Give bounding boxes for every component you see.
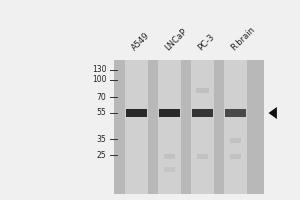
Bar (125, 60, 148, 194)
Text: 70: 70 (97, 92, 106, 102)
Bar (230, 138, 241, 143)
Bar (192, 109, 213, 117)
Bar (197, 154, 208, 159)
Bar (196, 88, 209, 93)
Bar (114, 60, 264, 194)
Text: PC-3: PC-3 (196, 32, 216, 52)
Text: 100: 100 (92, 75, 106, 84)
Bar (224, 60, 247, 194)
Polygon shape (268, 107, 277, 119)
Bar (225, 109, 246, 117)
Bar (159, 109, 180, 117)
Bar (191, 60, 214, 194)
Text: LNCaP: LNCaP (163, 26, 189, 52)
Text: R.brain: R.brain (229, 24, 257, 52)
Bar (158, 60, 181, 194)
Text: A549: A549 (130, 30, 152, 52)
Bar (230, 154, 241, 159)
Text: 130: 130 (92, 66, 106, 74)
Text: 25: 25 (97, 151, 106, 160)
Bar (164, 154, 175, 159)
Bar (164, 167, 175, 172)
Bar (126, 109, 147, 117)
Text: 35: 35 (97, 134, 106, 144)
Text: 55: 55 (97, 108, 106, 117)
